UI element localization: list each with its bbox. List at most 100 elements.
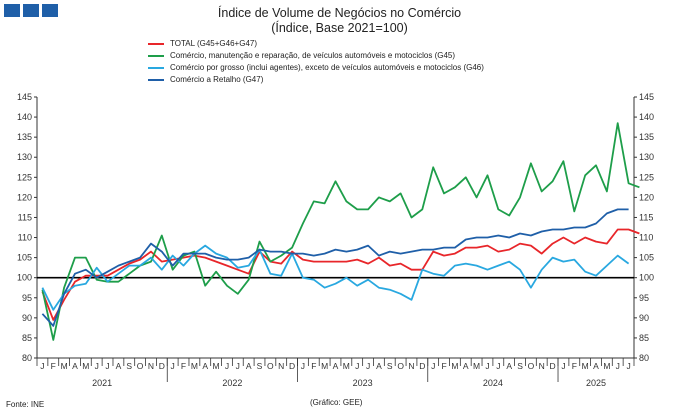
- x-tick-label: O: [397, 361, 404, 371]
- y-tick-label-right: 110: [639, 233, 653, 243]
- y-tick-label-left: 90: [22, 313, 32, 323]
- source-note: Fonte: INE: [6, 400, 45, 409]
- y-tick-label-right: 130: [639, 152, 654, 162]
- y-tick-label-left: 105: [17, 253, 32, 263]
- x-tick-label: A: [463, 361, 469, 371]
- y-tick-label-right: 115: [639, 212, 653, 222]
- year-label: 2024: [483, 378, 503, 388]
- legend-swatch: [148, 67, 164, 69]
- x-tick-label: A: [506, 361, 512, 371]
- y-tick-label-right: 145: [639, 92, 654, 102]
- x-tick-label: F: [441, 361, 446, 371]
- x-tick-label: O: [267, 361, 274, 371]
- x-tick-label: O: [137, 361, 144, 371]
- logo-block: [42, 4, 58, 17]
- x-tick-label: J: [626, 361, 630, 371]
- x-tick-label: M: [82, 361, 89, 371]
- x-tick-label: M: [343, 361, 350, 371]
- x-tick-label: O: [528, 361, 535, 371]
- y-tick-label-right: 100: [639, 273, 654, 283]
- legend-item: Comércio a Retalho (G47): [148, 74, 484, 86]
- x-tick-label: S: [126, 361, 132, 371]
- y-tick-label-left: 115: [18, 212, 32, 222]
- x-tick-label: D: [419, 361, 425, 371]
- x-tick-label: D: [159, 361, 165, 371]
- y-tick-label-left: 140: [17, 112, 32, 122]
- legend-swatch: [148, 55, 164, 57]
- y-tick-label-right: 105: [639, 253, 654, 263]
- x-tick-label: J: [40, 361, 44, 371]
- x-tick-label: A: [116, 361, 122, 371]
- legend-label: Comércio por grosso (inclui agentes), ex…: [170, 63, 484, 73]
- x-tick-label: M: [451, 361, 458, 371]
- x-tick-label: D: [550, 361, 556, 371]
- y-tick-label-right: 90: [639, 313, 649, 323]
- x-tick-label: N: [278, 361, 284, 371]
- legend-label: Comércio, manutenção e reparação, de veí…: [170, 51, 456, 61]
- y-tick-label-left: 130: [17, 152, 32, 162]
- chart-subtitle: (Índice, Base 2021=100): [271, 21, 408, 35]
- x-tick-label: A: [376, 361, 382, 371]
- x-tick-label: J: [95, 361, 99, 371]
- legend-swatch: [148, 79, 164, 81]
- y-tick-label-left: 135: [17, 132, 32, 142]
- y-tick-label-left: 125: [17, 172, 32, 182]
- series-line: [41, 244, 630, 311]
- x-tick-label: J: [431, 361, 435, 371]
- y-tick-label-left: 95: [22, 293, 32, 303]
- legend-item: Comércio, manutenção e reparação, de veí…: [148, 50, 484, 62]
- x-tick-label: M: [61, 361, 68, 371]
- chart-title: Índice de Volume de Negócios no Comércio: [217, 6, 462, 20]
- x-tick-label: S: [517, 361, 523, 371]
- x-tick-label: D: [289, 361, 295, 371]
- x-tick-label: J: [561, 361, 565, 371]
- x-tick-label: M: [582, 361, 589, 371]
- series-line: [41, 228, 640, 321]
- x-tick-label: M: [603, 361, 610, 371]
- x-tick-label: A: [202, 361, 208, 371]
- y-tick-label-right: 120: [639, 192, 654, 202]
- x-tick-label: F: [51, 361, 56, 371]
- y-tick-label-right: 135: [639, 132, 654, 142]
- x-tick-label: J: [171, 361, 175, 371]
- x-tick-label: J: [616, 361, 620, 371]
- year-label: 2021: [92, 378, 112, 388]
- x-tick-label: M: [213, 361, 220, 371]
- series-line: [41, 122, 640, 341]
- logo: [4, 4, 58, 17]
- legend-item: Comércio por grosso (inclui agentes), ex…: [148, 62, 484, 74]
- x-tick-label: N: [539, 361, 545, 371]
- x-tick-label: J: [366, 361, 370, 371]
- y-tick-label-left: 120: [17, 192, 32, 202]
- logo-block: [4, 4, 20, 17]
- series-line: [41, 208, 629, 327]
- x-tick-label: S: [387, 361, 393, 371]
- x-tick-label: S: [257, 361, 263, 371]
- x-tick-label: M: [473, 361, 480, 371]
- y-tick-label-right: 80: [639, 353, 649, 363]
- y-tick-label-left: 110: [18, 233, 32, 243]
- year-label: 2022: [222, 378, 242, 388]
- legend-label: Comércio a Retalho (G47): [170, 75, 264, 85]
- y-tick-label-left: 80: [22, 353, 32, 363]
- x-tick-label: F: [572, 361, 577, 371]
- x-tick-label: F: [311, 361, 316, 371]
- x-tick-label: J: [485, 361, 489, 371]
- x-tick-label: A: [333, 361, 339, 371]
- x-tick-label: M: [321, 361, 328, 371]
- x-tick-label: A: [72, 361, 78, 371]
- x-tick-label: J: [496, 361, 500, 371]
- x-tick-label: J: [301, 361, 305, 371]
- legend: TOTAL (G45+G46+G47) Comércio, manutenção…: [148, 38, 484, 86]
- x-tick-label: N: [408, 361, 414, 371]
- y-tick-label-right: 95: [639, 293, 649, 303]
- year-label: 2025: [586, 378, 606, 388]
- x-tick-label: J: [105, 361, 109, 371]
- y-tick-label-left: 100: [17, 273, 32, 283]
- y-tick-label-right: 125: [639, 172, 654, 182]
- logo-block: [23, 4, 39, 17]
- legend-item: TOTAL (G45+G46+G47): [148, 38, 484, 50]
- y-tick-label-right: 140: [639, 112, 654, 122]
- y-tick-label-left: 145: [17, 92, 32, 102]
